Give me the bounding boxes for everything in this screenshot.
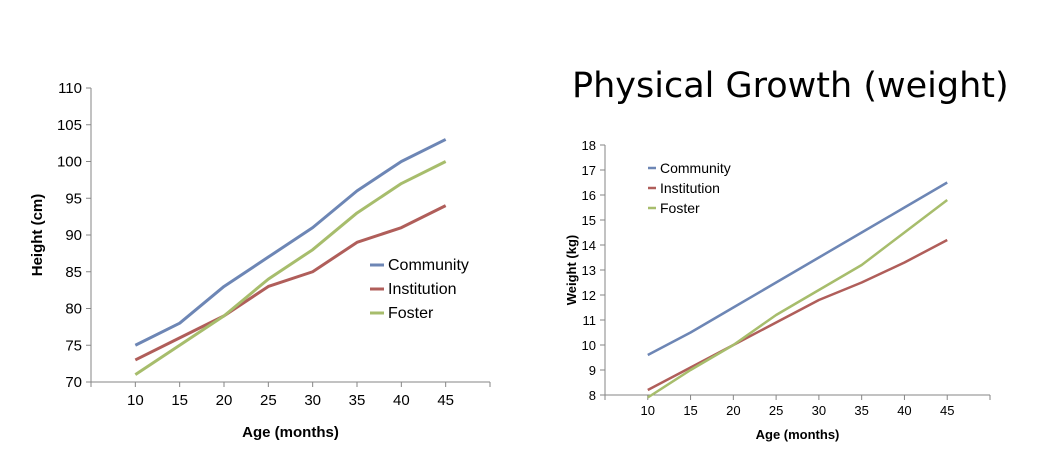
height-chart-y-tick-label: 75 — [65, 337, 82, 354]
height-chart-x-tick-label: 20 — [216, 392, 233, 409]
height-chart-series-institution-line — [134, 204, 447, 362]
height-chart-x-tick-label: 40 — [393, 392, 410, 409]
height-chart-y-tick-label: 90 — [65, 227, 82, 244]
weight-chart-x-tick-label: 25 — [769, 403, 783, 418]
height-chart-series-foster-line — [134, 160, 447, 376]
weight-chart-legend-label-foster: Foster — [660, 200, 700, 216]
weight-chart-x-tick-label: 45 — [940, 403, 954, 418]
weight-chart-series-community-line — [647, 181, 948, 357]
weight-chart-y-axis-label: Weight (kg) — [564, 235, 579, 306]
height-chart-x-axis-label: Age (months) — [242, 424, 339, 441]
height-chart-legend-label-institution: Institution — [388, 281, 456, 298]
height-chart-y-tick-label: 95 — [65, 190, 82, 207]
height-chart-y-tick-label: 100 — [57, 154, 82, 171]
height-chart-y-tick-label: 70 — [65, 374, 82, 391]
height-chart-x-tick-label: 15 — [171, 392, 188, 409]
height-chart-x-tick-label: 10 — [127, 392, 144, 409]
weight-chart-y-tick-label: 13 — [582, 263, 596, 278]
height-chart-x-tick-label: 25 — [260, 392, 277, 409]
weight-chart-y-tick-label: 16 — [582, 188, 596, 203]
weight-chart-legend-label-institution: Institution — [660, 180, 720, 196]
weight-chart-y-tick-label: 11 — [583, 313, 597, 328]
weight-chart-y-tick-label: 12 — [582, 288, 596, 303]
weight-chart-y-tick-label: 18 — [582, 138, 596, 153]
weight-chart-x-tick-label: 10 — [641, 403, 655, 418]
weight-chart-series-foster-line — [647, 199, 948, 399]
height-chart-y-tick-label: 85 — [65, 264, 82, 281]
height-chart-y-tick-label: 80 — [65, 301, 82, 318]
weight-chart-x-tick-label: 35 — [854, 403, 868, 418]
height-chart-y-axis-label: Height (cm) — [29, 194, 46, 277]
height-chart-x-tick-label: 30 — [304, 392, 321, 409]
weight-chart-x-tick-label: 30 — [812, 403, 826, 418]
weight-chart-y-tick-label: 9 — [589, 363, 596, 378]
height-chart-y-tick-label: 110 — [58, 80, 82, 97]
weight-chart-legend-label-community: Community — [660, 160, 731, 176]
weight-chart-x-tick-label: 15 — [683, 403, 697, 418]
page-title: Physical Growth (weight) — [572, 66, 1009, 106]
weight-chart-x-axis-label: Age (months) — [756, 427, 840, 442]
height-chart-legend-label-foster: Foster — [388, 305, 434, 322]
weight-chart-y-tick-label: 15 — [582, 213, 596, 228]
weight-chart-x-tick-label: 40 — [897, 403, 911, 418]
height-chart-series-community-line — [134, 138, 447, 347]
height-chart-x-tick-label: 35 — [349, 392, 366, 409]
weight-chart-y-tick-label: 10 — [582, 338, 596, 353]
weight-chart-y-tick-label: 14 — [582, 238, 596, 253]
weight-chart-y-tick-label: 8 — [589, 388, 596, 403]
weight-chart-x-tick-label: 20 — [726, 403, 740, 418]
weight-chart-y-tick-label: 17 — [582, 163, 596, 178]
height-chart-legend-label-community: Community — [388, 257, 469, 274]
height-chart-y-tick-label: 105 — [57, 117, 82, 134]
weight-chart-series-institution-line — [647, 238, 948, 392]
height-chart-x-tick-label: 45 — [437, 392, 454, 409]
